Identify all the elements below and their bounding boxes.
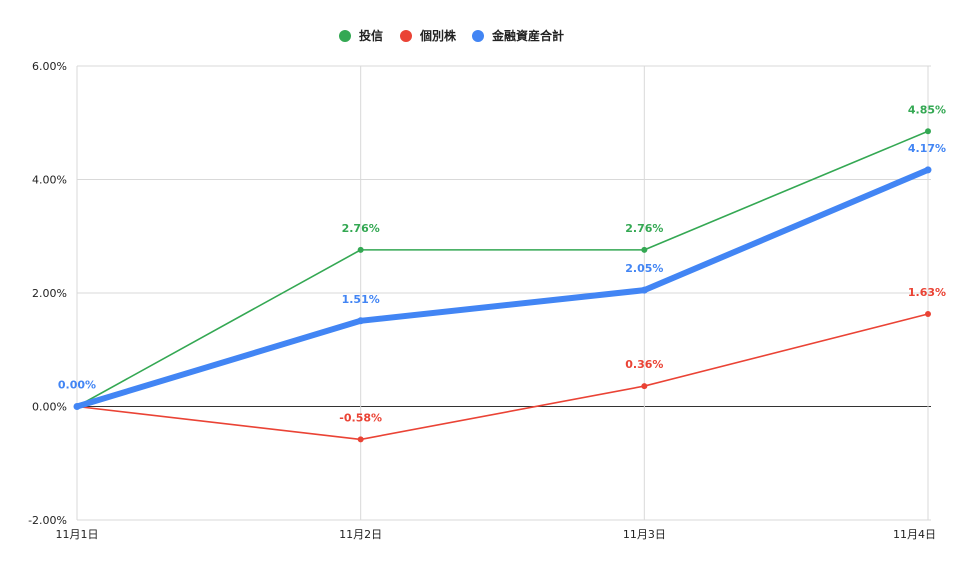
x-axis: 11月1日 11月2日 11月3日 11月4日 (56, 528, 937, 541)
series-points (73, 128, 932, 443)
data-label: 0.00% (58, 379, 96, 392)
legend-swatch (472, 30, 484, 42)
y-tick-label: 2.00% (32, 287, 67, 300)
y-tick-label: -2.00% (28, 514, 67, 527)
data-point (73, 403, 81, 410)
grid-lines (76, 65, 931, 521)
y-tick-label: 6.00% (32, 60, 67, 73)
series-line-2 (74, 166, 931, 410)
y-axis: -2.00% 0.00% 2.00% 4.00% 6.00% (28, 60, 67, 527)
x-tick-label: 11月4日 (893, 528, 936, 541)
data-point (357, 317, 365, 325)
x-tick-label: 11月1日 (56, 528, 99, 541)
data-point (641, 383, 648, 390)
y-tick-label: 0.00% (32, 401, 67, 414)
data-labels: 2.76% 2.76% 4.85% -0.58% 0.36% 1.63% 0.00% 1.51… (58, 103, 946, 424)
series-line-0 (76, 130, 929, 408)
x-tick-label: 11月2日 (339, 528, 382, 541)
legend-swatch (400, 30, 412, 42)
legend-label: 投信 (359, 28, 383, 43)
series-lines (74, 130, 931, 441)
data-point (357, 436, 364, 443)
data-label: 2.76% (342, 222, 380, 235)
data-label: 4.85% (908, 103, 946, 116)
data-label: -0.58% (339, 411, 382, 424)
data-label: 4.17% (908, 142, 946, 155)
data-point (640, 286, 648, 294)
data-label: 1.63% (908, 286, 946, 299)
data-label: 2.76% (625, 222, 663, 235)
y-tick-label: 4.00% (32, 174, 67, 187)
data-point (357, 246, 364, 253)
data-label: 2.05% (625, 262, 663, 275)
data-point (925, 128, 931, 135)
data-label: 0.36% (625, 358, 663, 371)
legend-swatch (339, 30, 351, 42)
chart-legend: 投信 個別株 金融資産合計 (339, 28, 564, 43)
data-point (641, 246, 648, 253)
data-label: 1.51% (342, 293, 380, 306)
legend-label: 個別株 (419, 28, 457, 43)
series-line-1 (76, 313, 929, 441)
data-point (925, 310, 931, 317)
data-point (924, 166, 932, 174)
legend-label: 金融資産合計 (491, 28, 564, 43)
x-tick-label: 11月3日 (623, 528, 666, 541)
